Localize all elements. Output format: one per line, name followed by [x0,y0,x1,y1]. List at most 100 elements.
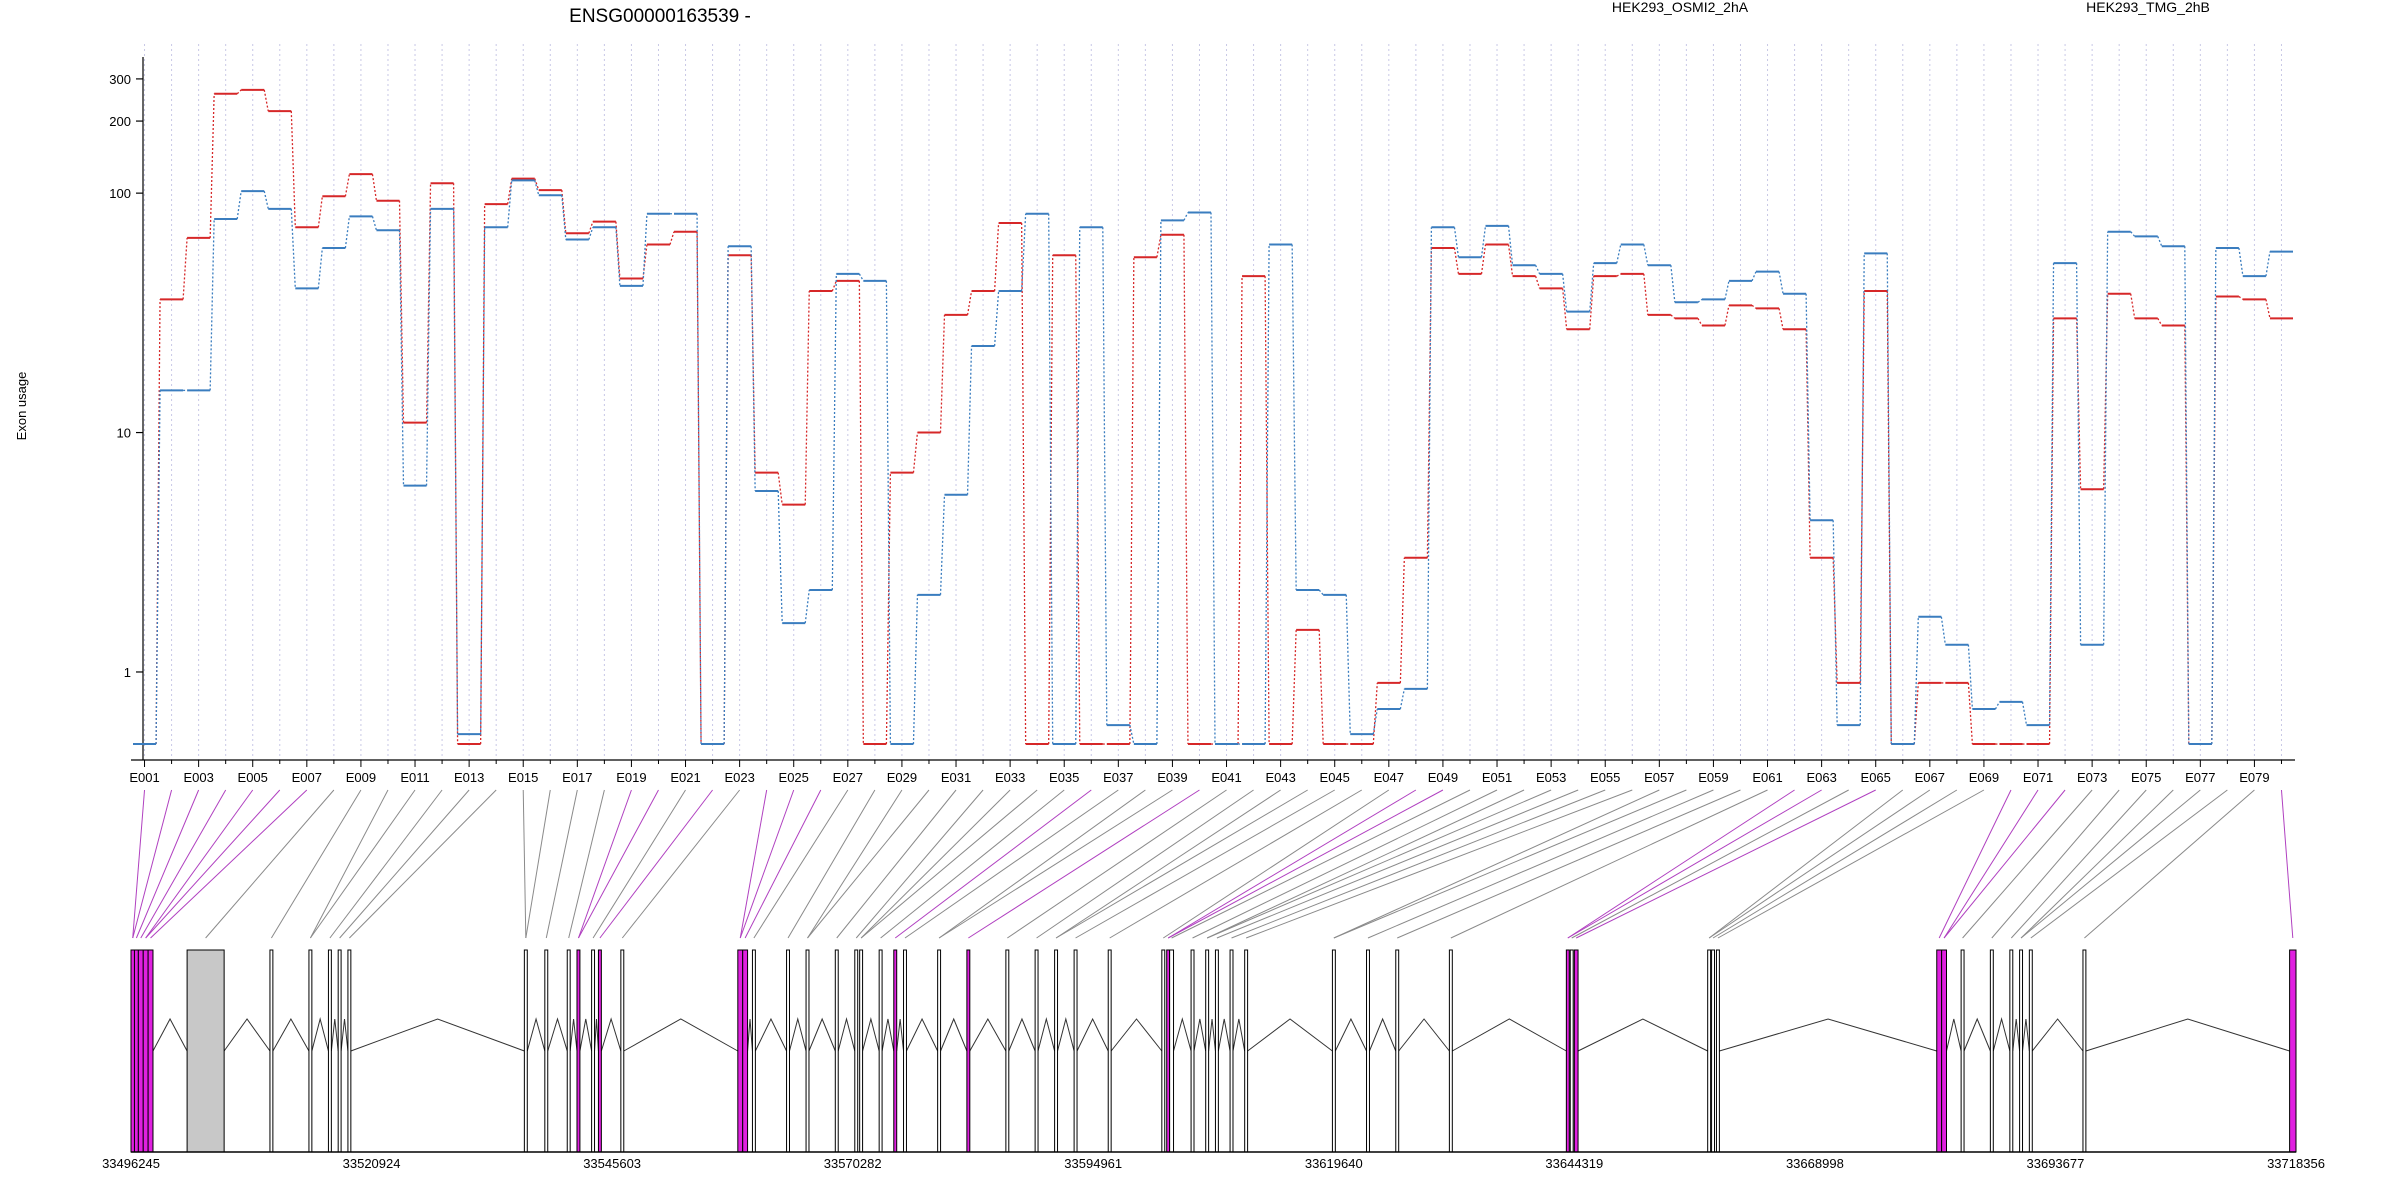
series-connector [290,111,296,228]
series-connector [452,208,459,735]
series-connector [452,183,459,745]
exon-connector [2020,789,2201,939]
series-connector [1616,273,1622,277]
exon-block [566,949,571,1153]
intron [1719,1018,1937,1052]
exon-block [597,949,602,1153]
y-tick-label: 1 [124,665,131,680]
series-connector [2130,293,2136,319]
exon-connector [1708,789,1931,939]
intron [1452,1018,1567,1052]
x-tick-label: E067 [1915,770,1945,785]
intron [2012,1018,2021,1052]
exon-block [1936,949,1943,1153]
series-connector [885,280,892,745]
exon-block [854,949,859,1153]
exon-block [1448,949,1453,1153]
intron [906,1017,939,1052]
series-connector [1724,280,1730,300]
series-connector [1589,263,1595,312]
exon-connector [753,789,849,939]
exon-connector [744,789,822,939]
exon-connector [855,789,984,939]
exon-connector [132,789,146,939]
exon-connector [1567,789,1795,939]
x-tick-label: E049 [1428,770,1458,785]
series-connector [804,589,810,624]
series-connector [750,246,756,492]
chart-title: ENSG00000163539 - [569,6,751,27]
series-connector [1156,220,1162,745]
series-connector [398,230,405,486]
series-connector [1318,629,1324,745]
x-tick-label: E031 [941,770,971,785]
intron [311,1017,329,1052]
series-connector [615,227,621,286]
exon-block [1395,949,1400,1153]
series-connector [1183,212,1189,221]
series-2 [133,179,2293,746]
intron [1110,1018,1163,1052]
series-connector [1291,629,1297,745]
intron [1057,1017,1075,1052]
x-tick-label: E001 [129,770,159,785]
series-connector [1129,724,1135,745]
series-connector [615,221,621,279]
intron [350,1018,525,1052]
series-connector [344,216,351,249]
intron [1037,1017,1056,1052]
exon-connector [1943,789,2066,939]
y-axis-label: Exon usage [14,372,29,441]
exon-block [591,949,596,1153]
series-connector [209,93,215,238]
exon-block [576,949,581,1153]
x-tick-label: E015 [508,770,538,785]
series-connector [2130,231,2136,237]
exon-connector [938,789,1173,939]
genomic-tick-label: 33520924 [343,1156,401,1171]
series-connector [1021,223,1027,745]
series-connector [2157,318,2163,326]
exon-connector [140,789,227,939]
series-connector [1859,291,1865,683]
x-tick-label: E027 [833,770,863,785]
series-layer [133,88,2293,746]
exon-block [786,949,790,1153]
series-connector [1805,293,1811,521]
exon-block [2019,949,2024,1153]
series-connector [155,299,161,745]
series-connector [1372,708,1378,735]
series-connector [263,190,269,209]
series-connector [263,89,269,112]
legend-item-series-1: HEK293_OSMI2_2hA [1612,0,1749,15]
exon-connector [599,789,713,939]
exon-block [1161,949,1166,1153]
intron [569,1018,578,1052]
series-connector [1453,227,1460,258]
exon-connector [1712,789,1958,939]
x-tick-label: E029 [887,770,917,785]
series-connector [317,247,323,289]
exon-connector [1216,789,1579,939]
intron [1076,1017,1109,1052]
exon-connector [1717,789,1985,939]
series-connector [1670,314,1676,319]
intron [579,1018,593,1052]
series-connector [317,196,323,228]
genomic-tick-label: 33496245 [102,1156,160,1171]
exon-connector [1567,789,1822,939]
series-connector [1507,225,1514,266]
intron [2022,1018,2030,1052]
series-connector [858,280,864,745]
intron [969,1017,1007,1052]
x-tick-label: E023 [724,770,754,785]
series-connector [155,390,161,745]
exon-connector [2020,789,2174,939]
intron [1963,1017,1991,1052]
series-connector [2238,247,2244,277]
exon-block [878,949,883,1153]
exon-connector [1938,789,2012,939]
intron [594,1018,599,1052]
y-tick-label: 200 [109,114,131,129]
intron [2085,1018,2290,1052]
